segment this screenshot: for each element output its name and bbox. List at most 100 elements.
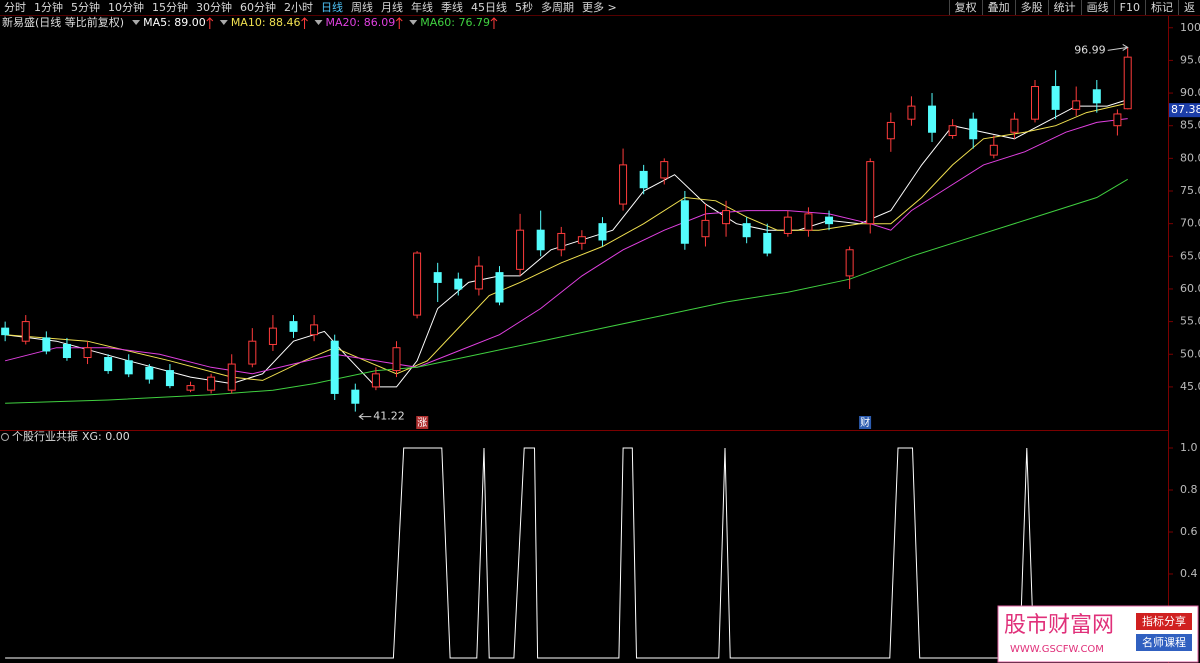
period-tab[interactable]: 2小时 bbox=[284, 1, 313, 14]
candle-body bbox=[145, 366, 154, 380]
candle-body bbox=[1051, 86, 1060, 110]
period-tab[interactable]: 5秒 bbox=[515, 1, 533, 14]
tag[interactable]: 名师课程 bbox=[1142, 635, 1186, 649]
tool-buttons: 复权 叠加 多股 统计 画线 F10 标记返 bbox=[948, 0, 1200, 15]
tool-button[interactable]: 标记 bbox=[1145, 0, 1178, 15]
y-tick-label: 70.00 bbox=[1180, 217, 1200, 230]
legend-entry: MA60: 76.79 bbox=[420, 16, 490, 29]
tool-button[interactable]: F10 bbox=[1113, 0, 1145, 15]
annotation-arrow bbox=[1107, 43, 1129, 51]
legend-icon bbox=[219, 20, 228, 25]
candle-body bbox=[598, 223, 607, 241]
indicator-line bbox=[5, 447, 1128, 659]
badge-bg bbox=[416, 416, 429, 429]
badge: 涨 bbox=[417, 417, 427, 429]
y-tick-label: 55.00 bbox=[1180, 315, 1200, 328]
candle-body bbox=[557, 232, 566, 251]
period-tab[interactable]: 5分钟 bbox=[71, 1, 100, 14]
candle-body bbox=[742, 223, 751, 238]
indicator-value: XG: 0.00 bbox=[82, 430, 130, 443]
legend-entry: MA20: 86.09 bbox=[326, 16, 396, 29]
period-tab[interactable]: 月线 bbox=[381, 1, 403, 14]
candle-body bbox=[433, 272, 442, 283]
candle-body bbox=[104, 357, 113, 372]
tool-button[interactable]: 复权 bbox=[948, 0, 982, 15]
y-tick-label: 100.0 bbox=[1180, 21, 1200, 34]
period-tab[interactable]: 季线 bbox=[441, 1, 463, 14]
watermark-title: 股市财富网 bbox=[1004, 613, 1114, 638]
candle-body bbox=[825, 216, 834, 225]
indicator-title: 个股行业共振 bbox=[12, 429, 78, 443]
tool-button[interactable]: 叠加 bbox=[981, 0, 1015, 15]
period-tab[interactable]: 45日线 bbox=[471, 1, 507, 14]
candle-body bbox=[289, 321, 298, 332]
tag[interactable]: 指标分享 bbox=[1142, 614, 1186, 628]
period-tab[interactable]: 60分钟 bbox=[240, 1, 276, 14]
y-tick-label: 45.00 bbox=[1180, 380, 1200, 393]
y-tick-label: 75.00 bbox=[1180, 184, 1200, 197]
candle-body bbox=[351, 389, 360, 404]
period-tab[interactable]: 日线 bbox=[321, 1, 343, 14]
candle-body bbox=[619, 164, 628, 205]
candle-body bbox=[1123, 56, 1132, 110]
period-tab[interactable]: 10分钟 bbox=[108, 1, 144, 14]
candle-body bbox=[928, 105, 937, 133]
ma-line bbox=[5, 99, 1128, 388]
candle-body bbox=[866, 161, 875, 225]
period-tab[interactable]: 周线 bbox=[351, 1, 373, 14]
period-tabs: 分时 1分钟 5分钟 10分钟 15分钟 30分钟 60分钟 2小时 日线 周线 月线 年线 季线 45日… bbox=[0, 0, 621, 15]
legend-icon bbox=[132, 20, 141, 25]
tool-button[interactable]: 画线 bbox=[1080, 0, 1114, 15]
y-tick-label: 80.00 bbox=[1180, 151, 1200, 164]
y-tick-label: 1.0 bbox=[1180, 441, 1198, 454]
candle-body bbox=[248, 340, 257, 365]
period-tab[interactable]: 15分钟 bbox=[152, 1, 188, 14]
candle-body bbox=[392, 347, 401, 372]
candle-body bbox=[989, 144, 998, 156]
y-tick-label: 0.8 bbox=[1180, 483, 1198, 496]
period-tab[interactable]: 年线 bbox=[411, 1, 433, 14]
period-tab[interactable]: 多周期 bbox=[541, 1, 574, 14]
period-tab[interactable]: 30分钟 bbox=[196, 1, 232, 14]
tool-button[interactable]: 返 bbox=[1178, 0, 1200, 15]
candle-body bbox=[722, 210, 731, 225]
tool-button[interactable]: 统计 bbox=[1047, 0, 1081, 15]
candle-body bbox=[1031, 86, 1040, 120]
legend-entry: MA10: 88.46 bbox=[231, 16, 301, 29]
legend-arrow bbox=[395, 17, 403, 29]
candle-body bbox=[124, 360, 133, 375]
candle-body bbox=[1092, 89, 1101, 104]
legend-arrow bbox=[490, 17, 498, 29]
y-tick-label: 65.00 bbox=[1180, 249, 1200, 262]
candle-body bbox=[371, 373, 380, 388]
candle-body bbox=[495, 272, 504, 303]
period-tab[interactable]: 分时 bbox=[4, 1, 26, 14]
candle-body bbox=[474, 265, 483, 290]
badge: 财 bbox=[860, 416, 870, 429]
collapse-icon[interactable] bbox=[1, 433, 9, 441]
legend-entry: MA5: 89.00 bbox=[143, 16, 206, 29]
candle-body bbox=[62, 343, 71, 359]
candle-body bbox=[1072, 100, 1081, 110]
candle-body bbox=[1010, 118, 1019, 133]
period-tab[interactable]: 1分钟 bbox=[34, 1, 63, 14]
candle-body bbox=[804, 213, 813, 231]
candle-body bbox=[454, 278, 463, 290]
candle-body bbox=[886, 121, 895, 140]
period-tab[interactable]: 更多 > bbox=[582, 1, 617, 14]
candle-body bbox=[969, 118, 978, 140]
tag-bg bbox=[1136, 634, 1192, 651]
tool-button[interactable]: 多股 bbox=[1014, 0, 1048, 15]
candle-body bbox=[577, 236, 586, 244]
watermark-url: WWW.GSCFW.COM bbox=[1010, 644, 1104, 655]
annotation: 41.22 bbox=[373, 410, 405, 423]
y-tick-label: 85.00 bbox=[1180, 119, 1200, 132]
candle-body bbox=[948, 125, 957, 136]
y-tick-label: 50.00 bbox=[1180, 347, 1200, 360]
y-tick-label: 90.00 bbox=[1180, 86, 1200, 99]
tag-bg bbox=[1136, 613, 1192, 630]
annotation: 96.99 bbox=[1074, 43, 1106, 56]
legend-icon bbox=[314, 20, 323, 25]
